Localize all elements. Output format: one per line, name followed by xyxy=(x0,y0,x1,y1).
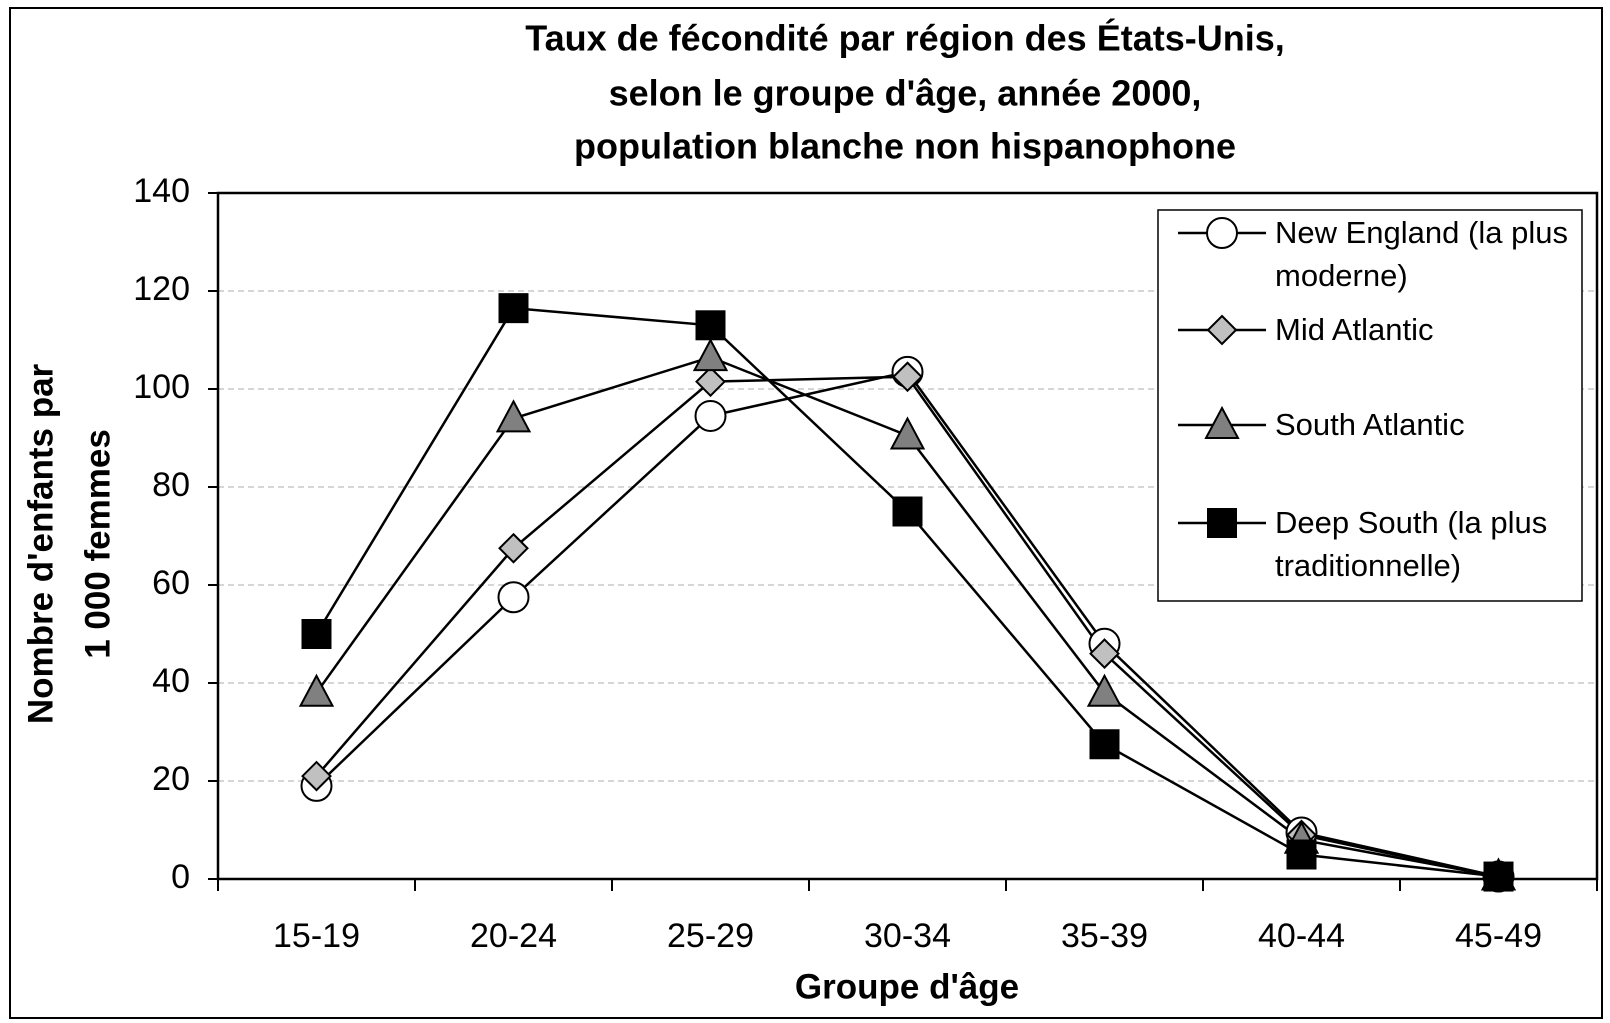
marker xyxy=(1483,861,1514,892)
y-tick-label: 100 xyxy=(133,368,190,406)
marker xyxy=(298,673,335,707)
x-tick-label: 45-49 xyxy=(1455,917,1542,955)
marker xyxy=(301,760,332,792)
legend-label: Mid Atlantic xyxy=(1275,312,1434,347)
marker xyxy=(1204,405,1240,439)
marker xyxy=(695,366,726,398)
marker xyxy=(1286,839,1317,870)
y-tick-label: 0 xyxy=(171,858,190,896)
marker xyxy=(498,293,529,324)
x-tick-label: 40-44 xyxy=(1258,917,1345,955)
y-tick-label: 120 xyxy=(133,270,190,308)
x-axis-title: Groupe d'âge xyxy=(795,967,1019,1006)
marker xyxy=(694,399,727,432)
chart-title: population blanche non hispanophone xyxy=(574,126,1236,167)
marker xyxy=(1089,638,1120,670)
marker xyxy=(1089,729,1120,760)
legend-label: Deep South (la plus traditionnelle) xyxy=(1275,505,1548,583)
marker xyxy=(1206,217,1238,249)
y-tick-label: 20 xyxy=(152,760,190,798)
chart-title: selon le groupe d'âge, année 2000, xyxy=(609,73,1202,114)
x-tick-label: 35-39 xyxy=(1061,917,1148,955)
chart-border xyxy=(9,7,1603,1019)
x-tick-label: 25-29 xyxy=(667,917,754,955)
marker xyxy=(1206,314,1238,346)
marker xyxy=(1086,673,1123,707)
x-tick-label: 20-24 xyxy=(470,917,557,955)
legend-label: New England (la plus moderne) xyxy=(1275,215,1568,293)
x-tick-label: 30-34 xyxy=(864,917,951,955)
y-tick-label: 60 xyxy=(152,564,190,602)
y-tick-label: 80 xyxy=(152,466,190,504)
marker xyxy=(892,361,923,393)
marker xyxy=(889,416,926,450)
marker xyxy=(497,581,530,614)
marker xyxy=(692,338,729,372)
y-axis-title: 1 000 femmes xyxy=(78,429,117,659)
x-tick-label: 15-19 xyxy=(273,917,360,955)
marker xyxy=(892,496,923,527)
marker xyxy=(695,310,726,341)
y-tick-label: 140 xyxy=(133,172,190,210)
chart-title: Taux de fécondité par région des États-U… xyxy=(525,18,1284,59)
marker xyxy=(495,399,532,433)
y-axis-title: Nombre d'enfants par xyxy=(21,363,60,724)
legend-label: South Atlantic xyxy=(1275,407,1465,442)
marker xyxy=(498,532,529,564)
y-tick-label: 40 xyxy=(152,662,190,700)
plot-area xyxy=(216,191,1599,881)
marker xyxy=(1207,508,1237,538)
marker xyxy=(301,619,332,649)
